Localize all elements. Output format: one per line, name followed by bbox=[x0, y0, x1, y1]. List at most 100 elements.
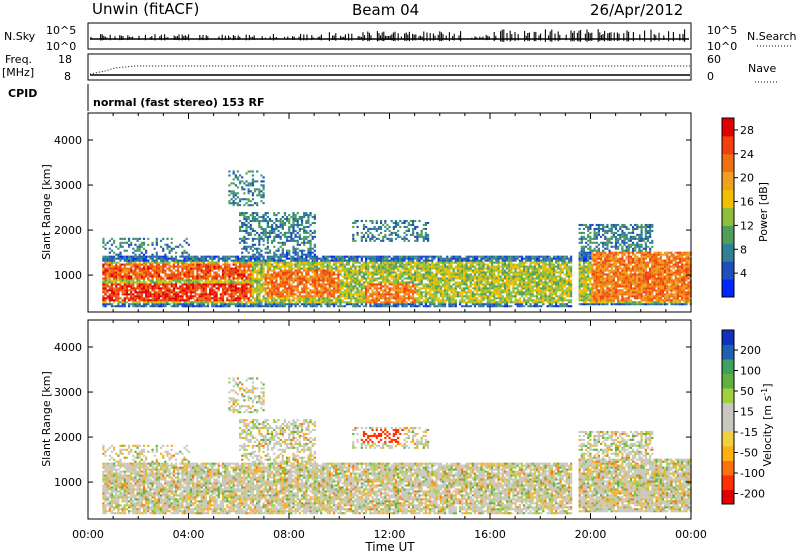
power-cell bbox=[281, 269, 284, 272]
power-cell bbox=[241, 291, 244, 294]
power-cell bbox=[177, 291, 180, 294]
power-cell bbox=[215, 297, 218, 300]
power-cell bbox=[168, 245, 171, 248]
power-cell bbox=[204, 277, 208, 280]
power-cell bbox=[358, 269, 361, 272]
power-cell bbox=[367, 265, 370, 268]
power-cell bbox=[473, 299, 477, 302]
power-cell bbox=[369, 295, 372, 298]
power-cell bbox=[300, 237, 304, 240]
power-cell bbox=[138, 301, 141, 304]
power-cell bbox=[285, 279, 289, 282]
power-cell bbox=[130, 299, 133, 302]
power-cell bbox=[354, 277, 357, 280]
power-cell bbox=[437, 283, 440, 286]
power-cell bbox=[456, 265, 460, 268]
power-cell bbox=[339, 255, 342, 258]
power-cell bbox=[426, 299, 430, 302]
power-cell bbox=[155, 295, 158, 298]
power-cell bbox=[465, 279, 468, 282]
power-cell bbox=[198, 259, 201, 262]
power-cell bbox=[352, 259, 355, 262]
power-cell bbox=[232, 269, 235, 272]
power-cell bbox=[469, 301, 472, 304]
power-cell bbox=[236, 204, 240, 207]
power-cell bbox=[476, 279, 479, 282]
power-cell bbox=[465, 265, 468, 268]
power-cell bbox=[245, 259, 248, 262]
power-cell bbox=[446, 261, 449, 264]
power-cell bbox=[424, 291, 428, 294]
power-cell bbox=[219, 265, 222, 268]
power-cell bbox=[192, 285, 195, 288]
power-cell bbox=[196, 271, 199, 274]
power-cell bbox=[435, 285, 438, 288]
power-cell bbox=[294, 297, 297, 300]
power-cell bbox=[140, 285, 143, 288]
power-cell bbox=[271, 279, 274, 282]
power-cell bbox=[309, 279, 312, 282]
power-cell bbox=[251, 305, 255, 308]
power-cell bbox=[377, 299, 381, 302]
power-cell bbox=[379, 305, 383, 308]
power-cell bbox=[339, 261, 342, 264]
power-cell bbox=[115, 297, 118, 300]
power-cell bbox=[458, 281, 462, 284]
power-cell bbox=[343, 295, 346, 298]
power-cell bbox=[409, 273, 413, 276]
power-cell bbox=[347, 275, 351, 278]
power-cell bbox=[279, 293, 282, 296]
power-cell bbox=[463, 287, 466, 290]
power-cell bbox=[127, 275, 131, 278]
power-cell bbox=[354, 285, 357, 288]
power-cell bbox=[112, 279, 116, 282]
power-cell bbox=[305, 293, 308, 296]
power-cell bbox=[134, 305, 137, 308]
power-cell bbox=[324, 285, 327, 288]
power-cell bbox=[339, 297, 342, 300]
power-cell bbox=[159, 291, 163, 294]
power-cell bbox=[307, 251, 310, 254]
power-cell bbox=[320, 259, 323, 262]
power-cell bbox=[431, 281, 434, 284]
power-cell bbox=[251, 303, 255, 306]
power-cell bbox=[397, 283, 400, 286]
power-cell bbox=[313, 243, 316, 246]
power-cell bbox=[399, 257, 402, 260]
power-cell bbox=[249, 273, 252, 276]
power-cell bbox=[365, 219, 368, 223]
power-cell bbox=[112, 275, 116, 278]
power-cell bbox=[424, 293, 428, 296]
power-cell bbox=[230, 283, 233, 286]
power-cell bbox=[382, 265, 385, 268]
power-cell bbox=[418, 291, 421, 294]
power-cell bbox=[177, 299, 180, 302]
power-cell bbox=[303, 259, 306, 262]
power-cell bbox=[192, 303, 195, 306]
power-cell bbox=[209, 275, 212, 278]
power-cell bbox=[271, 255, 274, 258]
power-cell bbox=[273, 269, 276, 272]
power-cell bbox=[345, 275, 348, 278]
power-cell bbox=[232, 263, 235, 266]
power-cell bbox=[273, 235, 276, 238]
power-cell bbox=[407, 285, 410, 288]
power-cell bbox=[198, 273, 201, 276]
power-cell bbox=[266, 247, 269, 250]
power-cell bbox=[465, 257, 468, 260]
power-cell bbox=[262, 263, 265, 266]
power-cell bbox=[168, 263, 171, 266]
power-cell bbox=[431, 263, 434, 266]
power-cell bbox=[279, 297, 282, 300]
power-cell bbox=[386, 301, 389, 304]
power-cell bbox=[177, 267, 180, 270]
power-cell bbox=[422, 301, 425, 304]
power-cell bbox=[247, 245, 250, 248]
power-cell bbox=[157, 261, 161, 264]
power-cell bbox=[243, 204, 246, 207]
power-cell bbox=[264, 227, 267, 230]
power-cell bbox=[275, 259, 278, 262]
power-cell bbox=[360, 297, 363, 300]
power-cell bbox=[264, 283, 267, 286]
power-cell bbox=[155, 265, 158, 268]
